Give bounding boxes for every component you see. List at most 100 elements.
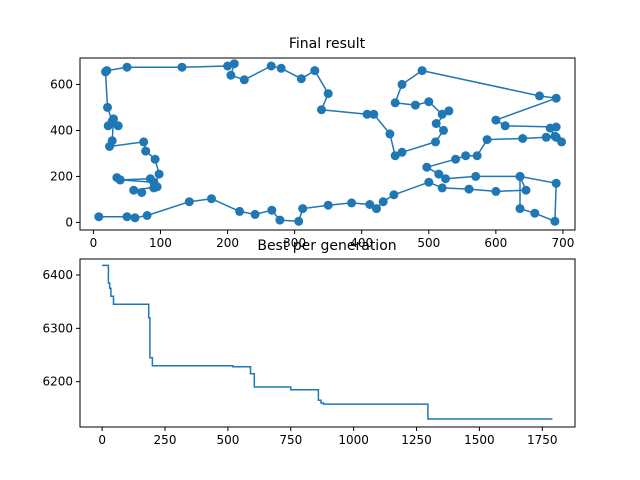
route-point bbox=[115, 175, 125, 185]
route-point bbox=[550, 216, 560, 226]
best-per-generation-frame bbox=[79, 258, 576, 428]
route-point bbox=[437, 109, 447, 119]
route-y-tick-label: 400 bbox=[50, 123, 73, 137]
route-point bbox=[535, 91, 544, 101]
route-point bbox=[424, 97, 434, 107]
route-point bbox=[417, 66, 427, 76]
route-point bbox=[557, 137, 567, 147]
best-x-tick-label: 750 bbox=[279, 433, 302, 447]
best-x-tick-label: 250 bbox=[154, 433, 177, 447]
route-point bbox=[323, 200, 333, 210]
route-point bbox=[397, 147, 407, 157]
route-point bbox=[515, 171, 525, 181]
route-x-tick-label: 500 bbox=[417, 236, 440, 250]
route-point bbox=[551, 178, 561, 188]
route-point bbox=[276, 63, 286, 73]
route-point bbox=[122, 212, 132, 222]
route-point bbox=[500, 121, 510, 131]
route-point bbox=[390, 98, 400, 108]
best-per-generation-line bbox=[102, 264, 553, 420]
best-per-generation-plot-area: 0 250 500 750 1000 1250 1500 1750 6200 6300 6400 bbox=[42, 264, 558, 447]
route-point bbox=[397, 79, 407, 89]
route-y-tick-label: 600 bbox=[50, 77, 73, 91]
route-point bbox=[550, 131, 560, 141]
route-point bbox=[141, 146, 151, 156]
route-point bbox=[389, 190, 399, 200]
route-point bbox=[250, 209, 260, 219]
route-point bbox=[461, 151, 471, 161]
route-point bbox=[491, 115, 501, 125]
route-point bbox=[152, 182, 162, 192]
route-point bbox=[137, 188, 147, 197]
route-point bbox=[139, 137, 149, 147]
route-point bbox=[226, 70, 236, 80]
best-y-tick-label: 6400 bbox=[42, 268, 73, 282]
best-x-tick-label: 0 bbox=[98, 433, 106, 447]
route-point bbox=[94, 212, 104, 222]
route-point bbox=[105, 142, 114, 151]
route-point bbox=[551, 122, 561, 132]
route-x-tick-label: 100 bbox=[149, 236, 172, 250]
route-chart-frame bbox=[79, 57, 576, 231]
route-point bbox=[437, 183, 447, 193]
route-point bbox=[365, 200, 375, 209]
best-per-generation-title: Best per generation bbox=[257, 238, 396, 254]
route-point bbox=[113, 121, 123, 131]
route-point bbox=[154, 169, 164, 179]
route-point bbox=[298, 204, 308, 214]
route-point bbox=[130, 213, 140, 223]
route-x-tick-label: 300 bbox=[283, 236, 306, 250]
route-point bbox=[372, 204, 381, 214]
route-x-tick-label: 200 bbox=[216, 236, 239, 250]
route-point bbox=[122, 62, 132, 72]
best-x-tick-label: 1000 bbox=[338, 433, 369, 447]
route-point bbox=[101, 67, 110, 77]
route-point bbox=[310, 66, 320, 76]
route-point bbox=[369, 109, 379, 119]
best-per-generation-chart: Best per generation 0 250 500 750 1000 1250 15… bbox=[42, 238, 576, 447]
route-x-tick-label: 400 bbox=[350, 236, 373, 250]
best-x-tick-label: 1500 bbox=[464, 433, 495, 447]
route-point bbox=[491, 186, 501, 196]
route-point bbox=[385, 129, 395, 139]
route-point bbox=[223, 61, 233, 71]
route-y-tick-label: 0 bbox=[65, 215, 73, 229]
route-point bbox=[347, 198, 357, 208]
route-point bbox=[518, 134, 528, 143]
route-point bbox=[235, 206, 245, 216]
route-point bbox=[109, 114, 118, 124]
route-point bbox=[410, 100, 420, 110]
route-chart-title: Final result bbox=[289, 36, 366, 52]
route-point bbox=[422, 162, 432, 172]
route-point bbox=[275, 215, 285, 225]
route-point bbox=[294, 216, 304, 226]
route-point bbox=[441, 174, 450, 184]
route-point bbox=[431, 119, 441, 128]
route-point bbox=[515, 204, 525, 214]
route-point bbox=[150, 154, 160, 164]
route-x-tick-label: 0 bbox=[90, 236, 98, 250]
route-point bbox=[103, 121, 113, 131]
route-point bbox=[551, 93, 561, 103]
route-point bbox=[472, 151, 482, 161]
best-x-tick-label: 1750 bbox=[527, 433, 558, 447]
best-x-tick-label: 1250 bbox=[401, 433, 432, 447]
route-point bbox=[267, 205, 277, 215]
route-point bbox=[323, 89, 333, 99]
route-point bbox=[296, 74, 306, 84]
route-point bbox=[530, 208, 540, 218]
route-x-tick-label: 700 bbox=[551, 236, 574, 250]
route-point bbox=[184, 197, 194, 207]
route-point bbox=[266, 61, 276, 71]
route-point bbox=[541, 132, 551, 142]
route-point bbox=[177, 62, 187, 72]
route-point bbox=[439, 125, 448, 135]
route-point bbox=[317, 105, 326, 115]
route-point bbox=[378, 197, 388, 207]
route-point bbox=[482, 135, 492, 145]
best-x-tick-label: 500 bbox=[216, 433, 239, 447]
route-point bbox=[207, 194, 216, 204]
route-point bbox=[464, 184, 474, 194]
route-point bbox=[424, 177, 434, 187]
